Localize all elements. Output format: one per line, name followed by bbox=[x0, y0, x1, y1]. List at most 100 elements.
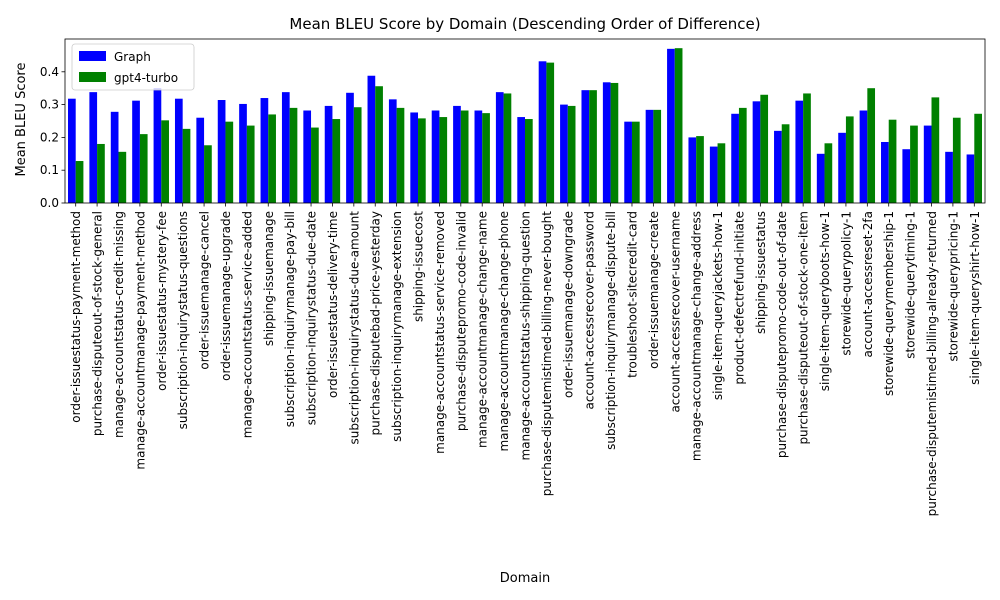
bar-gpt4-turbo bbox=[161, 120, 169, 203]
bar-gpt4-turbo bbox=[974, 113, 982, 203]
x-tick-label: purchase-disputemistimed-billing-never-b… bbox=[540, 211, 554, 497]
x-tick-label: manage-accountstatus-service-removed bbox=[433, 211, 447, 454]
bar-graph bbox=[153, 88, 162, 203]
bar-gpt4-turbo bbox=[311, 127, 319, 203]
bar-graph bbox=[902, 149, 911, 203]
x-tick-label: order-issuestatus-payment-method bbox=[69, 211, 83, 423]
x-tick-label: manage-accountstatus-service-added bbox=[240, 211, 254, 438]
legend-label: Graph bbox=[114, 50, 151, 64]
x-tick-label: purchase-disputeout-of-stock-general bbox=[91, 211, 105, 436]
bar-graph bbox=[68, 98, 76, 203]
x-tick-label: shipping-issuestatus bbox=[754, 211, 768, 334]
y-tick-label: 0.1 bbox=[40, 163, 59, 177]
x-tick-label: storewide-querytiming-1 bbox=[904, 211, 918, 359]
y-tick-label: 0.0 bbox=[40, 196, 59, 210]
x-tick-label: subscription-inquirymanage-dispute-bill bbox=[604, 211, 618, 450]
bar-gpt4-turbo bbox=[696, 136, 704, 203]
x-tick-label: manage-accountstatus-credit-missing bbox=[112, 211, 126, 438]
bar-graph bbox=[453, 105, 461, 203]
bar-graph bbox=[688, 137, 697, 203]
bar-graph bbox=[431, 110, 440, 203]
bar-gpt4-turbo bbox=[75, 161, 84, 203]
bar-graph bbox=[495, 92, 504, 203]
bar-graph bbox=[624, 121, 632, 203]
bar-graph bbox=[388, 99, 397, 203]
x-tick-label: troubleshoot-sitecredit-card bbox=[625, 211, 639, 378]
bar-graph bbox=[774, 130, 782, 203]
bar-gpt4-turbo bbox=[803, 93, 811, 203]
chart-title: Mean BLEU Score by Domain (Descending Or… bbox=[289, 15, 760, 33]
bar-gpt4-turbo bbox=[225, 121, 234, 203]
bar-gpt4-turbo bbox=[396, 107, 405, 203]
bar-graph bbox=[217, 100, 226, 203]
bar-gpt4-turbo bbox=[931, 97, 940, 203]
x-tick-label: manage-accountmanage-change-address bbox=[690, 211, 704, 461]
bar-gpt4-turbo bbox=[118, 151, 127, 203]
bar-graph bbox=[752, 101, 761, 203]
bar-graph bbox=[367, 75, 376, 203]
x-tick-label: single-item-queryjackets-how-1 bbox=[711, 211, 725, 400]
x-tick-label: single-item-queryboots-how-1 bbox=[818, 211, 832, 391]
bar-gpt4-turbo bbox=[717, 143, 726, 203]
bar-gpt4-turbo bbox=[97, 143, 105, 203]
bar-gpt4-turbo bbox=[546, 62, 555, 204]
bar-gpt4-turbo bbox=[482, 113, 490, 203]
bar-graph bbox=[132, 100, 140, 203]
x-tick-label: manage-accountstatus-shipping-question bbox=[519, 211, 533, 461]
x-tick-label: subscription-inquirystatus-questions bbox=[176, 211, 190, 429]
x-tick-label: account-accessrecover-username bbox=[668, 211, 682, 413]
x-tick-label: shipping-issuemanage bbox=[262, 211, 276, 346]
bar-gpt4-turbo bbox=[418, 118, 426, 203]
x-tick-label: order-issuemanage-cancel bbox=[198, 211, 212, 370]
legend-swatch bbox=[79, 72, 106, 82]
bar-graph bbox=[538, 61, 547, 203]
bar-gpt4-turbo bbox=[653, 109, 662, 203]
bar-gpt4-turbo bbox=[332, 119, 341, 203]
x-tick-label: single-item-queryshirt-how-1 bbox=[968, 211, 982, 385]
bar-gpt4-turbo bbox=[567, 105, 576, 203]
x-axis-label: Domain bbox=[500, 571, 550, 586]
y-axis-label: Mean BLEU Score bbox=[14, 63, 29, 177]
x-tick-label: order-issuemanage-create bbox=[647, 211, 661, 369]
x-tick-label: order-issuemanage-upgrade bbox=[219, 211, 233, 381]
bar-graph bbox=[281, 92, 290, 203]
bar-graph bbox=[89, 92, 98, 203]
bar-gpt4-turbo bbox=[375, 86, 383, 203]
x-tick-label: purchase-disputeout-of-stock-one-item bbox=[797, 211, 811, 445]
legend-label: gpt4-turbo bbox=[114, 71, 178, 85]
bar-graph bbox=[731, 113, 739, 203]
x-tick-label: manage-accountmanage-change-name bbox=[476, 211, 490, 448]
bar-gpt4-turbo bbox=[589, 90, 597, 203]
bars bbox=[68, 48, 982, 204]
bar-gpt4-turbo bbox=[139, 134, 148, 203]
x-tick-label: purchase-disputemistimed-billing-already… bbox=[925, 211, 939, 516]
y-tick-label: 0.2 bbox=[40, 130, 59, 144]
plot-area: 0.0 0.1 0.2 0.3 0.4 order-issuestatus-payment… bbox=[40, 38, 986, 516]
bar-gpt4-turbo bbox=[460, 110, 469, 203]
bar-graph bbox=[966, 154, 975, 203]
bar-gpt4-turbo bbox=[182, 128, 191, 203]
bar-gpt4-turbo bbox=[289, 107, 298, 203]
bar-graph bbox=[517, 117, 525, 203]
bar-graph bbox=[667, 48, 675, 204]
bar-graph bbox=[816, 153, 825, 203]
bar-graph bbox=[923, 125, 932, 203]
x-tick-label: shipping-issuecost bbox=[412, 211, 426, 322]
bar-graph bbox=[709, 146, 718, 203]
bar-gpt4-turbo bbox=[781, 124, 790, 203]
bar-gpt4-turbo bbox=[439, 117, 448, 203]
x-tick-label: purchase-disputebad-price-yesterday bbox=[369, 211, 383, 435]
y-tick-label: 0.3 bbox=[40, 98, 59, 112]
bar-gpt4-turbo bbox=[824, 143, 833, 203]
bar-gpt4-turbo bbox=[525, 119, 533, 203]
x-tick-label: subscription-inquirystatus-due-amount bbox=[347, 211, 361, 445]
bar-gpt4-turbo bbox=[610, 82, 619, 203]
bar-graph bbox=[602, 82, 611, 203]
x-tick-label: manage-accountmanage-payment-method bbox=[133, 211, 147, 470]
bar-graph bbox=[174, 98, 183, 203]
bar-gpt4-turbo bbox=[204, 145, 212, 203]
x-tick-label: subscription-inquirymanage-pay-bill bbox=[283, 211, 297, 427]
x-tick-label: order-issuestatus-mystery-fee bbox=[155, 211, 169, 391]
bar-gpt4-turbo bbox=[268, 114, 276, 203]
